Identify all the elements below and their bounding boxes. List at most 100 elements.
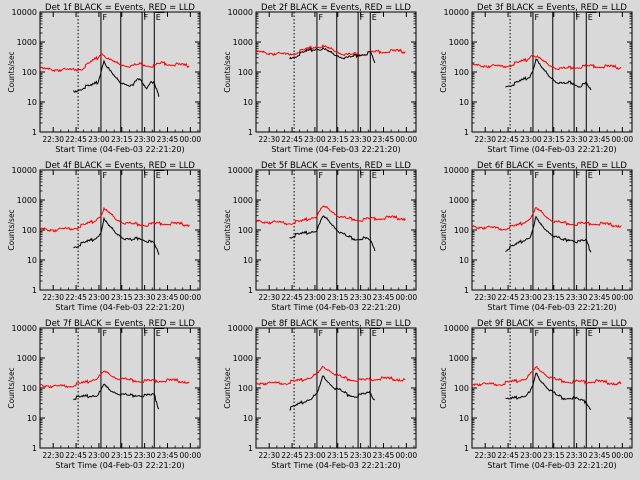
x-tick-label: 23:00 <box>304 293 326 302</box>
events-series-line <box>289 215 376 252</box>
marker-letter: F <box>360 13 365 22</box>
detector-panel-5: Det 5f BLACK = Events, RED = LLD 1 10 100 10… <box>223 161 417 312</box>
x-tick-label: 00:00 <box>396 135 418 144</box>
marker-letter: E <box>588 171 593 180</box>
y-tick-label: 100 <box>238 384 253 393</box>
x-tick-label: 23:30 <box>134 451 156 460</box>
y-tick-label: 100 <box>454 68 469 77</box>
marker-letter: F <box>534 329 539 338</box>
x-tick-label: 00:00 <box>612 451 634 460</box>
detector-panel-7: Det 7f BLACK = Events, RED = LLD 1 10 100 10… <box>7 319 201 470</box>
y-tick-label: 10000 <box>444 8 469 17</box>
y-tick-label: 10 <box>27 414 37 423</box>
x-axis-label: Start Time (04-Feb-03 22:21:20) <box>55 303 184 312</box>
y-tick-label: 100 <box>454 384 469 393</box>
x-tick-label: 23:30 <box>566 451 588 460</box>
detector-panel-2: Det 2f BLACK = Events, RED = LLD 1 10 100 10… <box>223 3 417 154</box>
chart-title: Det 3f BLACK = Events, RED = LLD <box>477 3 627 13</box>
events-series-line <box>505 58 592 91</box>
x-tick-label: 00:00 <box>180 293 202 302</box>
x-tick-label: 23:45 <box>373 135 395 144</box>
x-tick-label: 22:45 <box>497 135 519 144</box>
marker-letter: F <box>318 171 323 180</box>
x-tick-label: 22:45 <box>281 135 303 144</box>
lld-series-line <box>39 206 190 233</box>
lld-series-line <box>471 54 622 71</box>
y-tick-label: 10 <box>27 256 37 265</box>
x-tick-label: 22:30 <box>258 135 280 144</box>
y-axis-label: Counts/sec <box>223 209 232 250</box>
x-tick-label: 23:00 <box>520 451 542 460</box>
marker-letter: F <box>318 13 323 22</box>
detector-panel-8: Det 8f BLACK = Events, RED = LLD 1 10 100 10… <box>223 319 417 470</box>
y-axis-label: Counts/sec <box>7 367 16 408</box>
marker-letter: F <box>360 329 365 338</box>
chart-title: Det 6f BLACK = Events, RED = LLD <box>477 161 627 171</box>
marker-letter: E <box>156 329 161 338</box>
x-tick-label: 23:00 <box>520 293 542 302</box>
x-tick-label: 23:15 <box>327 135 349 144</box>
x-axis-label: Start Time (04-Feb-03 22:21:20) <box>487 303 616 312</box>
y-tick-label: 10 <box>27 98 37 107</box>
plot-frame <box>471 327 633 449</box>
x-tick-label: 00:00 <box>396 451 418 460</box>
x-tick-label: 23:45 <box>589 293 611 302</box>
x-tick-label: 23:15 <box>543 293 565 302</box>
y-tick-label: 10000 <box>228 324 253 333</box>
x-tick-label: 22:30 <box>42 451 64 460</box>
y-tick-label: 1 <box>248 286 253 295</box>
x-tick-label: 00:00 <box>612 135 634 144</box>
y-tick-label: 10 <box>243 256 253 265</box>
y-tick-label: 1000 <box>233 354 253 363</box>
x-tick-label: 23:45 <box>157 451 179 460</box>
x-tick-label: 23:00 <box>304 451 326 460</box>
x-tick-label: 23:15 <box>111 293 133 302</box>
x-tick-label: 23:15 <box>543 451 565 460</box>
marker-letter: E <box>372 13 377 22</box>
x-axis-label: Start Time (04-Feb-03 22:21:20) <box>271 461 400 470</box>
plot-frame <box>255 11 417 133</box>
x-tick-label: 22:30 <box>258 451 280 460</box>
x-tick-label: 22:45 <box>65 135 87 144</box>
y-axis-label: Counts/sec <box>439 51 448 92</box>
x-tick-label: 23:45 <box>157 135 179 144</box>
marker-letter: E <box>372 171 377 180</box>
marker-letter: E <box>588 13 593 22</box>
plot-frame <box>471 11 633 133</box>
y-tick-label: 1000 <box>233 38 253 47</box>
x-axis-label: Start Time (04-Feb-03 22:21:20) <box>55 145 184 154</box>
x-tick-label: 00:00 <box>180 451 202 460</box>
x-tick-label: 22:30 <box>42 293 64 302</box>
y-tick-label: 1000 <box>449 196 469 205</box>
y-axis-label: Counts/sec <box>7 209 16 250</box>
x-tick-label: 23:15 <box>111 135 133 144</box>
marker-letter: E <box>588 329 593 338</box>
events-series-line <box>505 215 592 253</box>
marker-letter: F <box>144 13 149 22</box>
y-tick-label: 10000 <box>12 8 37 17</box>
marker-letter: E <box>156 13 161 22</box>
y-tick-label: 100 <box>22 384 37 393</box>
x-tick-label: 00:00 <box>612 293 634 302</box>
x-tick-label: 23:00 <box>88 293 110 302</box>
y-tick-label: 1000 <box>449 38 469 47</box>
plot-frame <box>39 11 201 133</box>
marker-letter: F <box>144 171 149 180</box>
events-series-line <box>73 59 160 97</box>
x-tick-label: 23:15 <box>327 293 349 302</box>
x-tick-label: 23:30 <box>566 293 588 302</box>
y-axis-label: Counts/sec <box>223 367 232 408</box>
marker-letter: F <box>318 329 323 338</box>
marker-letter: F <box>576 329 581 338</box>
x-tick-label: 23:00 <box>88 451 110 460</box>
y-tick-label: 1 <box>32 286 37 295</box>
x-tick-label: 22:45 <box>281 451 303 460</box>
y-tick-label: 1 <box>32 128 37 137</box>
y-tick-label: 1 <box>464 128 469 137</box>
lld-series-line <box>39 53 190 73</box>
x-tick-label: 22:30 <box>474 451 496 460</box>
x-tick-label: 23:15 <box>111 451 133 460</box>
lld-series-line <box>39 370 190 389</box>
events-series-line <box>73 216 160 255</box>
lld-series-line <box>255 365 406 386</box>
